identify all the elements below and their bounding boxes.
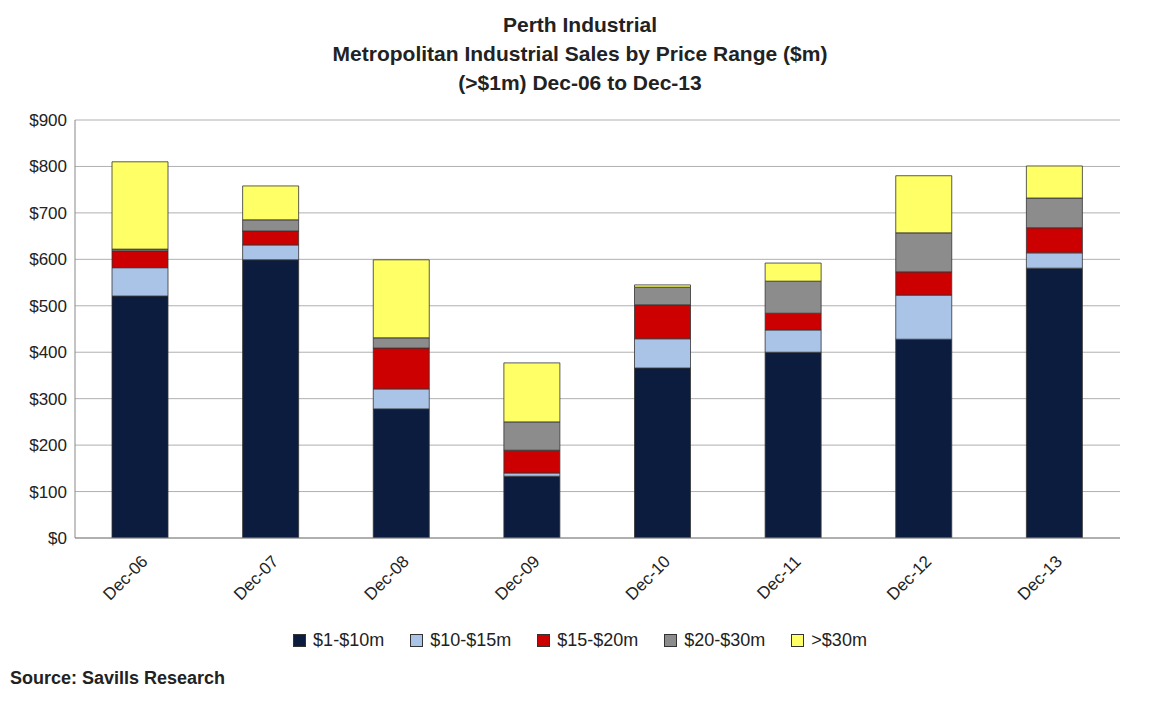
- svg-text:$700: $700: [29, 204, 67, 223]
- html-text:$15-$20m: $15-$20m: [557, 630, 639, 650]
- html-text:>$30m: >$30m: [811, 630, 867, 650]
- svg-text:Dec-12: Dec-12: [883, 552, 935, 604]
- svg-text:Dec-10: Dec-10: [622, 552, 674, 604]
- svg-text:$500: $500: [29, 297, 67, 316]
- svg-text:Dec-09: Dec-09: [491, 552, 543, 604]
- html-text:$20-$30m: $20-$30m: [684, 630, 766, 650]
- svg-text:$300: $300: [29, 390, 67, 409]
- svg-text:$400: $400: [29, 343, 67, 362]
- svg-text:Dec-11: Dec-11: [753, 552, 804, 603]
- html-text:Source: Savills Research: Source: Savills Research: [10, 668, 226, 688]
- html-text:(>$1m) Dec-06 to Dec-13: (>$1m) Dec-06 to Dec-13: [458, 71, 702, 94]
- svg-text:$0: $0: [48, 529, 67, 548]
- svg-text:$600: $600: [29, 250, 67, 269]
- html-text:Metropolitan Industrial Sales: Metropolitan Industrial Sales by Price R…: [332, 42, 828, 65]
- svg-text:$200: $200: [29, 436, 67, 455]
- svg-text:Dec-06: Dec-06: [99, 552, 151, 604]
- svg-text:Dec-08: Dec-08: [361, 552, 413, 604]
- html-text:Perth Industrial: Perth Industrial: [503, 13, 657, 36]
- svg-text:$100: $100: [29, 483, 67, 502]
- svg-text:Dec-07: Dec-07: [230, 552, 282, 604]
- html-text:$1-$10m: $1-$10m: [313, 630, 385, 650]
- svg-text:$800: $800: [29, 157, 67, 176]
- svg-text:Dec-13: Dec-13: [1014, 552, 1066, 604]
- svg-text:$900: $900: [29, 111, 67, 130]
- html-text:$10-$15m: $10-$15m: [430, 630, 512, 650]
